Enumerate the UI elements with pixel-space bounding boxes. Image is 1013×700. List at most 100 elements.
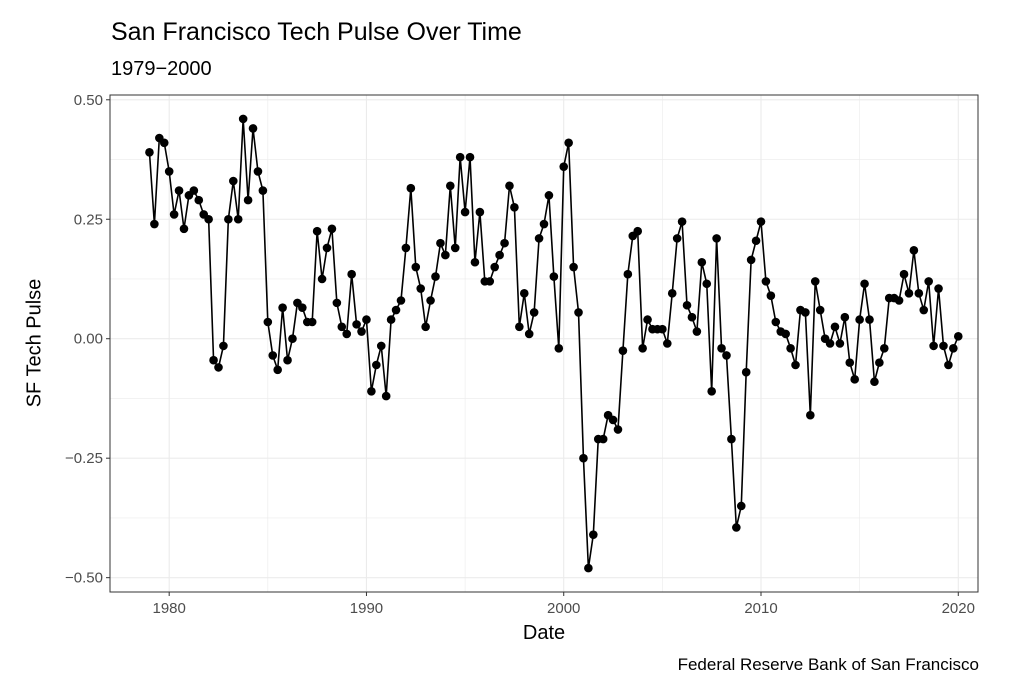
data-point: [835, 339, 845, 348]
data-point: [352, 320, 361, 329]
data-point: [875, 358, 884, 367]
data-point: [194, 195, 204, 205]
data-point: [519, 289, 529, 298]
data-point: [643, 315, 652, 324]
x-tick-label: 2020: [942, 600, 975, 617]
data-point: [214, 363, 223, 372]
data-point: [307, 317, 317, 327]
data-point: [953, 332, 963, 341]
data-point: [539, 219, 549, 229]
data-point: [450, 243, 460, 253]
data-point: [860, 279, 869, 289]
data-point: [712, 234, 721, 243]
data-point: [470, 257, 480, 267]
data-point: [268, 351, 278, 360]
data-point: [258, 186, 268, 195]
data-point: [855, 315, 864, 324]
data-point: [736, 501, 746, 511]
y-tick-label: 0.25: [74, 211, 103, 228]
data-point: [589, 530, 598, 539]
chart-caption: Federal Reserve Bank of San Francisco: [677, 655, 979, 674]
data-point: [164, 167, 174, 176]
data-point: [638, 343, 647, 353]
data-point: [623, 269, 633, 279]
data-point: [406, 183, 416, 193]
data-point: [529, 308, 539, 317]
data-point: [273, 365, 282, 375]
data-point: [919, 305, 929, 315]
x-tick-label: 1980: [152, 600, 185, 617]
data-point: [801, 308, 810, 317]
panel-border: [109, 94, 979, 593]
data-point: [894, 296, 904, 305]
data-point: [322, 243, 332, 253]
data-point: [228, 176, 238, 186]
data-point: [169, 210, 179, 219]
data-point: [288, 334, 297, 344]
data-point: [278, 303, 287, 312]
data-point: [584, 563, 593, 573]
data-point: [697, 257, 707, 267]
data-point: [224, 214, 233, 224]
data-point: [386, 315, 396, 324]
data-point: [914, 289, 924, 298]
data-point: [150, 219, 159, 229]
data-point: [682, 300, 692, 310]
data-point: [761, 277, 771, 286]
data-point: [741, 367, 751, 377]
data-point: [717, 343, 726, 353]
data-point: [495, 250, 504, 260]
data-point: [283, 355, 292, 365]
data-point: [618, 346, 628, 355]
series-tech-pulse: [145, 114, 963, 573]
data-point: [401, 243, 411, 253]
data-point: [347, 269, 356, 279]
data-point: [505, 181, 514, 191]
data-point: [243, 195, 253, 205]
data-point: [179, 224, 189, 234]
data-point: [515, 322, 524, 332]
data-point: [658, 324, 667, 334]
data-point: [806, 410, 815, 420]
data-point: [944, 360, 953, 370]
x-tick-label: 2000: [547, 600, 580, 617]
data-point: [662, 339, 672, 348]
data-point: [554, 343, 564, 353]
data-point: [766, 291, 776, 301]
data-point: [672, 234, 682, 243]
data-point: [574, 308, 583, 317]
data-point: [367, 386, 376, 396]
data-point: [830, 322, 840, 332]
data-point: [426, 296, 435, 305]
data-point: [204, 214, 213, 224]
data-point: [949, 343, 958, 353]
x-tick-label: 1990: [350, 600, 383, 617]
data-point: [924, 277, 933, 286]
data-point: [727, 434, 736, 444]
data-point: [485, 277, 495, 286]
chart-subtitle: 1979−2000: [111, 58, 212, 80]
data-point: [559, 162, 569, 171]
data-point: [411, 262, 421, 272]
data-point: [219, 341, 228, 351]
data-point: [209, 355, 218, 365]
data-point: [732, 523, 741, 532]
data-point: [233, 214, 243, 224]
data-point: [421, 322, 430, 332]
data-point: [465, 152, 475, 162]
data-point: [372, 360, 381, 370]
data-point: [702, 279, 712, 289]
data-point: [460, 207, 470, 217]
data-point: [317, 274, 327, 284]
x-tick-label: 2010: [744, 600, 777, 617]
y-tick-label: 0.00: [74, 331, 103, 348]
data-point: [327, 224, 337, 234]
data-point: [746, 255, 756, 265]
data-point: [357, 327, 366, 336]
data-point: [771, 317, 781, 327]
data-point: [929, 341, 938, 351]
y-axis-label: SF Tech Pulse: [23, 278, 46, 408]
x-axis-label: Date: [522, 622, 566, 644]
data-point: [677, 217, 687, 226]
